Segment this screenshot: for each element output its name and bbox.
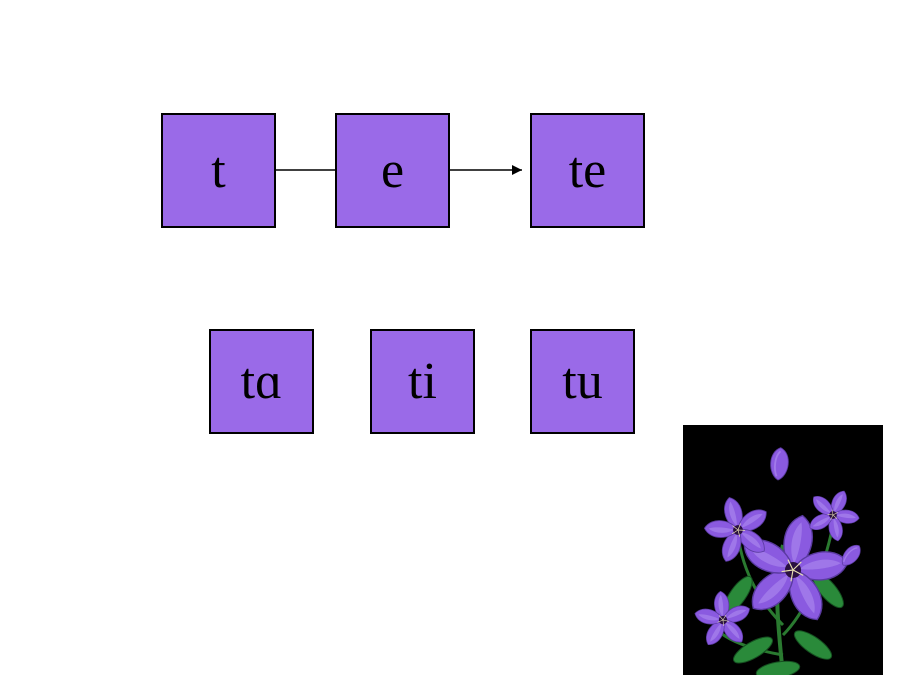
box-ti-label: ti — [408, 352, 437, 411]
box-t-label: t — [211, 141, 225, 200]
box-te-label: te — [569, 141, 607, 200]
box-te: te — [530, 113, 645, 228]
box-ta: tɑ — [209, 329, 314, 434]
flower-image — [683, 425, 883, 675]
box-e: e — [335, 113, 450, 228]
box-tu: tu — [530, 329, 635, 434]
box-e-label: e — [381, 141, 404, 200]
box-t: t — [161, 113, 276, 228]
box-ta-label: tɑ — [241, 352, 283, 411]
box-tu-label: tu — [562, 352, 602, 411]
box-ti: ti — [370, 329, 475, 434]
